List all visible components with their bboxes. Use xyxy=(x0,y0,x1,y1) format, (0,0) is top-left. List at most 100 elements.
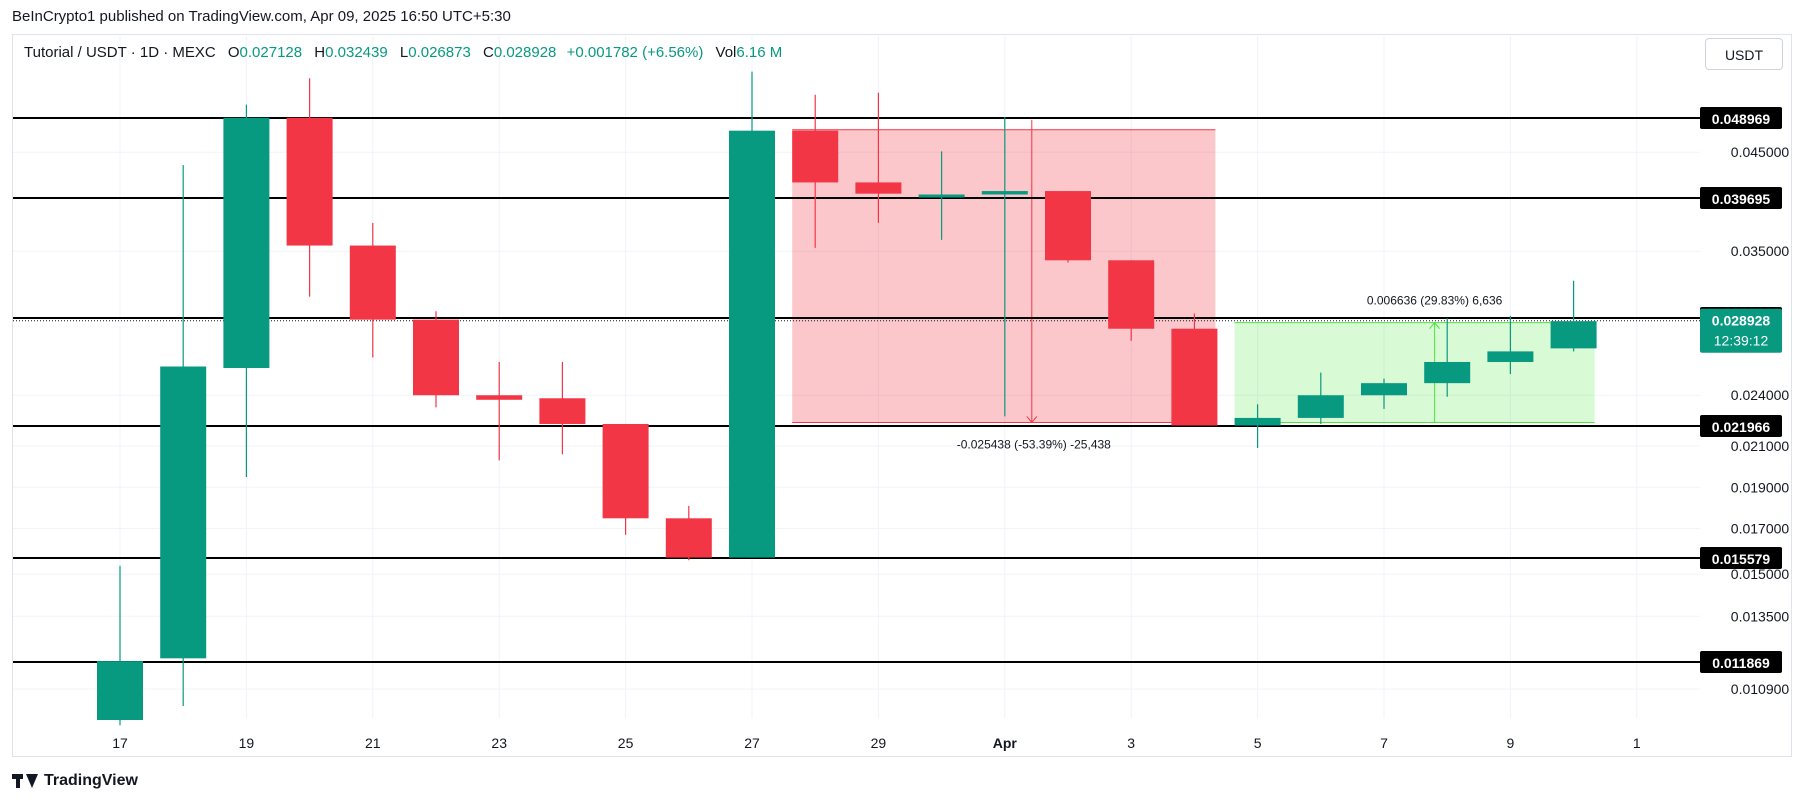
publisher-line: BeInCrypto1 published on TradingView.com… xyxy=(12,8,511,25)
level-price-tag xyxy=(1700,107,1782,129)
x-tick-label: 5 xyxy=(1254,735,1262,751)
candle-body xyxy=(160,366,207,659)
low-value: 0.026873 xyxy=(408,44,471,61)
candle xyxy=(602,423,649,535)
candle xyxy=(539,361,586,455)
candle xyxy=(918,151,965,240)
x-tick-label: 23 xyxy=(491,735,507,751)
x-tick-label: 9 xyxy=(1507,735,1515,751)
level-price-tag xyxy=(1700,415,1782,437)
horizontal-levels[interactable] xyxy=(13,117,1700,663)
candle-body xyxy=(476,395,523,400)
price-labels: 0.0489690.0396950.0291090.0219660.015579… xyxy=(1700,107,1782,673)
low-label: L xyxy=(399,44,409,61)
grid-lines xyxy=(13,36,1700,718)
candle-body xyxy=(1108,260,1155,329)
current-price-tag xyxy=(1700,308,1782,353)
candle-body xyxy=(349,245,396,320)
candle-body xyxy=(1424,361,1471,384)
candle-body xyxy=(1171,328,1218,426)
candle xyxy=(1108,260,1155,341)
measure-arrow-head-icon xyxy=(1429,321,1440,329)
candle xyxy=(413,311,459,408)
candle xyxy=(1361,378,1407,409)
candles[interactable] xyxy=(97,71,1597,726)
candle-body xyxy=(729,130,775,558)
x-tick-label: 25 xyxy=(618,735,634,751)
candle-body xyxy=(1297,395,1344,418)
tradingview-footer[interactable]: TradingView xyxy=(12,772,138,790)
candle-body xyxy=(539,398,586,424)
level-price-tag xyxy=(1700,651,1782,673)
x-tick-label: Apr xyxy=(993,735,1018,751)
high-value: 0.032439 xyxy=(325,44,388,61)
candle-body xyxy=(665,518,712,558)
candle xyxy=(855,92,902,223)
candle xyxy=(223,104,270,477)
currency-unit-button[interactable]: USDT xyxy=(1705,38,1783,70)
x-tick-label: 27 xyxy=(744,735,760,751)
change-value: +0.001782 (+6.56%) xyxy=(566,44,704,61)
y-tick-label: 0.045000 xyxy=(1731,144,1790,160)
tradingview-brand: TradingView xyxy=(44,772,138,789)
bar-countdown-label: 12:39:12 xyxy=(1714,333,1769,349)
x-tick-label: 17 xyxy=(112,735,128,751)
y-tick-label: 0.013500 xyxy=(1731,608,1790,624)
tradingview-logo-icon xyxy=(12,774,38,788)
level-price-label: 0.048969 xyxy=(1712,111,1771,127)
measure-label: 0.006636 (29.83%) 6,636 xyxy=(1367,294,1503,308)
symbol-name[interactable]: Tutorial / USDT · 1D · MEXC xyxy=(24,44,216,61)
candle xyxy=(729,71,775,558)
y-tick-label: 0.024000 xyxy=(1731,387,1790,403)
open-value: 0.027128 xyxy=(239,44,303,61)
level-price-label: 0.011869 xyxy=(1712,655,1770,671)
level-price-label: 0.015579 xyxy=(1712,551,1771,567)
time-axis[interactable]: 17 19 21 23 25 27 29 Apr 3 5 7 9 1 xyxy=(112,735,1641,751)
price-axis[interactable]: 0.045000 0.035000 0.024000 0.021000 0.019000… xyxy=(1731,144,1790,697)
x-tick-label: 21 xyxy=(365,735,381,751)
candle-body xyxy=(918,194,965,198)
candle xyxy=(1550,280,1597,352)
candle xyxy=(665,505,712,561)
y-tick-label: 0.035000 xyxy=(1731,243,1790,259)
open-label: O xyxy=(227,44,240,61)
y-tick-label: 0.021000 xyxy=(1731,438,1790,454)
y-tick-label: 0.015000 xyxy=(1731,566,1790,582)
measure-zone-up xyxy=(1234,322,1595,423)
candle-body xyxy=(792,130,839,183)
y-tick-label: 0.010900 xyxy=(1731,681,1790,697)
x-tick-label: 7 xyxy=(1380,735,1388,751)
y-tick-label: 0.019000 xyxy=(1731,479,1790,495)
volume-label: Vol xyxy=(715,44,737,61)
candle xyxy=(286,78,333,297)
symbol-legend: Tutorial / USDT · 1D · MEXC O0.027128 H0… xyxy=(24,44,782,61)
candle-body xyxy=(1487,351,1534,362)
measure-label: -0.025438 (-53.39%) -25,438 xyxy=(957,437,1111,451)
level-price-tag xyxy=(1700,187,1782,209)
chart-frame xyxy=(12,34,1792,757)
y-tick-label: 0.017000 xyxy=(1731,521,1790,537)
high-label: H xyxy=(314,44,326,61)
candle-body xyxy=(1045,191,1091,261)
level-price-label: 0.021966 xyxy=(1712,419,1771,435)
candle xyxy=(1297,372,1344,424)
x-tick-label: 19 xyxy=(239,735,255,751)
candle xyxy=(981,117,1028,417)
candle-body xyxy=(1550,321,1597,349)
candle xyxy=(792,94,839,248)
candle-body xyxy=(97,661,143,720)
volume-value: 6.16 M xyxy=(736,44,783,61)
current-price-label: 0.028928 xyxy=(1712,313,1771,329)
candle xyxy=(1424,318,1471,397)
candle-body xyxy=(855,182,902,194)
candle-body xyxy=(1234,417,1281,426)
x-tick-label: 29 xyxy=(871,735,887,751)
candle xyxy=(1045,191,1091,263)
x-tick-label: 1 xyxy=(1633,735,1641,751)
x-tick-label: 3 xyxy=(1127,735,1135,751)
candle xyxy=(349,222,396,358)
candle xyxy=(160,165,207,706)
candle xyxy=(1487,315,1534,375)
level-price-label: 0.039695 xyxy=(1712,191,1771,207)
